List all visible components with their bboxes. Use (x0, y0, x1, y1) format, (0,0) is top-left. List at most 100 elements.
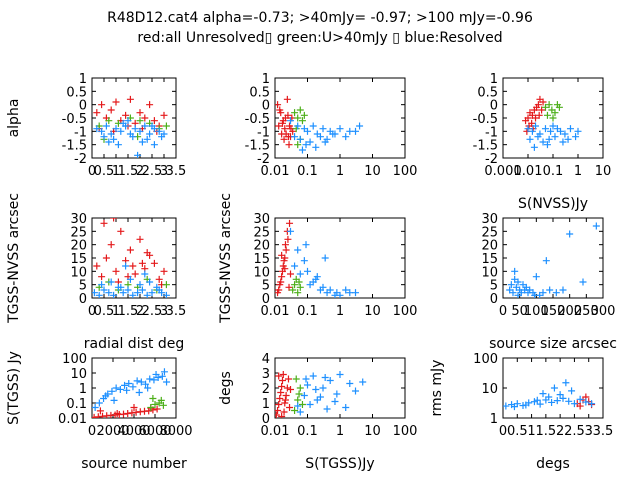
data-point-red (277, 389, 285, 396)
x-tick-label: 200 (557, 304, 582, 319)
data-point-green (289, 286, 297, 294)
data-point-blue (131, 125, 139, 133)
y-axis-label: TGSS-NVSS arcsec (6, 193, 22, 324)
y-tick-label: 5 (262, 279, 270, 294)
data-point-blue (321, 374, 329, 381)
x-tick-label: 0.5 (94, 304, 115, 319)
y-tick-label: 1 (490, 72, 498, 87)
y-tick-label: 0 (262, 99, 270, 114)
data-point-red (538, 106, 546, 114)
data-point-green (296, 283, 304, 291)
data-point-blue (356, 122, 364, 130)
data-point-blue (565, 397, 573, 405)
x-tick-label: 0.01 (514, 164, 543, 179)
x-tick-label: 3 (160, 304, 168, 319)
x-tick-label: 4000 (117, 424, 150, 439)
data-point-red (278, 383, 286, 390)
x-tick-label: 2.5 (142, 304, 163, 319)
y-tick-label: 20 (253, 239, 270, 254)
data-point-blue (144, 384, 152, 392)
data-point-red (281, 265, 289, 273)
data-point-red (153, 405, 161, 413)
y-tick-label: 1 (79, 72, 87, 87)
data-point-red (576, 402, 584, 410)
x-tick-label: 0.5 (507, 424, 528, 439)
data-point-red (138, 259, 146, 267)
x-tick-label: 150 (541, 304, 566, 319)
data-point-blue (528, 127, 536, 135)
data-point-blue (582, 398, 590, 406)
data-point-red (283, 95, 291, 103)
data-point-blue (296, 408, 304, 416)
plot-points (506, 222, 600, 298)
data-point-blue (146, 278, 154, 286)
y-tick-label: -0.5 (245, 112, 270, 127)
data-point-blue (105, 289, 113, 297)
data-point-blue (294, 246, 302, 254)
data-point-red (277, 278, 285, 286)
data-point-red (130, 404, 138, 412)
x-tick-label: 1.5 (118, 304, 139, 319)
data-point-red (283, 384, 291, 392)
data-point-blue (316, 133, 324, 141)
data-point-blue (507, 281, 515, 289)
data-point-red (275, 372, 283, 380)
data-point-green (291, 281, 299, 289)
data-point-green (147, 404, 155, 412)
data-point-red (113, 409, 121, 417)
data-point-green (300, 111, 308, 119)
data-point-red (539, 98, 547, 106)
x-tick-label: 2 (556, 424, 564, 439)
x-tick-label: 1 (574, 164, 582, 179)
x-tick-label: 1 (336, 304, 344, 319)
x-tick-label: 0 (499, 424, 507, 439)
data-point-blue (546, 286, 554, 294)
data-point-red (120, 410, 127, 418)
plot-points (275, 371, 367, 418)
data-point-green (291, 109, 299, 117)
data-point-red (122, 111, 130, 119)
data-point-blue (532, 273, 540, 281)
data-point-red (282, 392, 290, 399)
data-point-blue (566, 230, 574, 238)
data-point-red (534, 101, 542, 109)
data-point-red (279, 371, 287, 378)
data-point-blue (329, 130, 337, 138)
data-point-blue (323, 405, 331, 413)
x-tick-label: 300 (591, 304, 616, 319)
y-tick-label: 10 (253, 265, 270, 280)
data-point-green (295, 390, 303, 398)
x-tick-label: 3 (585, 424, 593, 439)
y-tick-label: 5 (490, 279, 498, 294)
data-point-blue (526, 135, 534, 143)
data-point-blue (561, 130, 569, 138)
y-tick-label: -1 (485, 125, 498, 140)
plot-points (522, 95, 582, 151)
data-point-blue (556, 391, 564, 399)
data-point-red (278, 251, 286, 259)
data-point-blue (333, 390, 341, 398)
plot-points (93, 95, 170, 158)
data-point-blue (122, 262, 130, 270)
x-tick-label: 2.5 (564, 424, 585, 439)
data-point-blue (346, 380, 354, 387)
data-point-blue (336, 371, 344, 378)
x-tick-label: 10 (364, 164, 381, 179)
plot-points (275, 95, 364, 154)
data-point-red (285, 283, 293, 291)
data-point-blue (557, 127, 565, 135)
data-point-red (532, 114, 540, 122)
data-point-blue (143, 291, 151, 298)
y-tick-label: -1 (257, 125, 270, 140)
data-point-blue (155, 286, 163, 294)
data-point-blue (542, 257, 550, 265)
data-point-blue (302, 241, 310, 249)
y-axis-label: degs (218, 371, 234, 405)
data-point-red (143, 249, 151, 257)
y-axis-label: rms mJy (429, 360, 445, 417)
data-point-blue (323, 289, 331, 297)
y-tick-label: 1 (490, 412, 498, 427)
data-point-blue (545, 393, 553, 401)
